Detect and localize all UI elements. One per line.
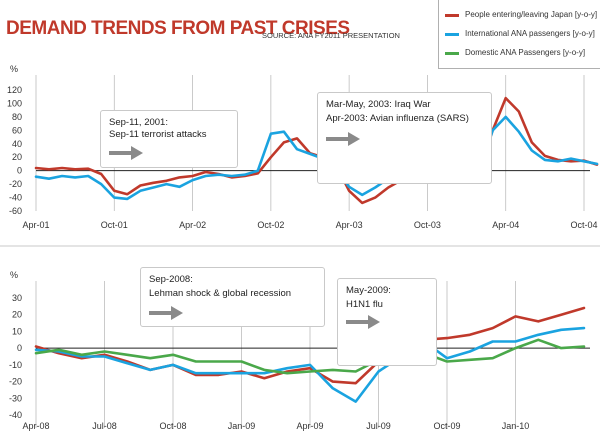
legend-label: People entering/leaving Japan [y-o-y] <box>465 10 598 19</box>
series-line-2 <box>34 326 586 403</box>
y-tick-label: 10 <box>12 326 22 336</box>
y-tick-label: 40 <box>12 139 22 149</box>
arrow-right-icon <box>149 306 183 320</box>
legend-label: Domestic ANA Passengers [y-o-y] <box>465 48 586 57</box>
x-tick-label: Oct-02 <box>257 220 284 230</box>
y-tick-label: -30 <box>9 393 22 403</box>
series-line-3 <box>34 338 586 375</box>
annotation-line: H1N1 flu <box>346 299 383 310</box>
annotation-line: Sep-11 terrorist attacks <box>109 129 207 140</box>
y-tick-label: -60 <box>9 206 22 216</box>
y-tick-label: -20 <box>9 179 22 189</box>
y-tick-label: 80 <box>12 112 22 122</box>
chart-legend: People entering/leaving Japan [y-o-y] In… <box>438 0 600 69</box>
y-tick-label: 0 <box>17 343 22 353</box>
y-tick-label: 20 <box>12 310 22 320</box>
x-tick-label: Oct-08 <box>159 421 186 431</box>
series-line-1 <box>34 306 586 385</box>
annotation-line: May-2009: <box>346 285 391 296</box>
y-tick-label: -20 <box>9 377 22 387</box>
y-tick-label: 60 <box>12 125 22 135</box>
source-note: SOURCE: ANA FY2011 PRESENTATION <box>262 31 400 40</box>
annotation-line: Sep-2008: <box>149 274 193 285</box>
y-tick-label: 120 <box>7 85 22 95</box>
x-tick-label: Apr-08 <box>22 421 49 431</box>
x-tick-label: Oct-03 <box>414 220 441 230</box>
annotation-may-2009: May-2009: H1N1 flu <box>337 278 437 366</box>
y-tick-label: 20 <box>12 152 22 162</box>
y-tick-label: -10 <box>9 360 22 370</box>
arrow-right-icon <box>109 146 143 160</box>
arrow-right-icon <box>326 132 360 146</box>
series-line-2 <box>34 115 599 201</box>
y-axis-label: % <box>10 270 18 280</box>
x-tick-label: Jul-08 <box>92 421 117 431</box>
x-tick-label: Apr-01 <box>22 220 49 230</box>
annotation-line: Lehman shock & global recession <box>149 288 292 299</box>
x-tick-label: Oct-01 <box>101 220 128 230</box>
x-tick-label: Oct-04 <box>570 220 597 230</box>
legend-label: International ANA passengers [y-o-y] <box>465 29 595 38</box>
annotation-line: Sep-11, 2001: <box>109 117 168 128</box>
legend-swatch-red <box>445 14 459 17</box>
y-tick-label: 30 <box>12 293 22 303</box>
x-tick-label: Apr-09 <box>296 421 323 431</box>
annotation-line: Mar-May, 2003: Iraq War <box>326 99 431 110</box>
y-tick-label: -40 <box>9 410 22 420</box>
y-tick-label: -40 <box>9 193 22 203</box>
annotation-sep-2001: Sep-11, 2001: Sep-11 terrorist attacks <box>100 110 238 168</box>
x-tick-label: Jan-09 <box>228 421 256 431</box>
annotation-sep-2008: Sep-2008: Lehman shock & global recessio… <box>140 267 325 327</box>
y-axis-label: % <box>10 64 18 74</box>
annotation-2003: Mar-May, 2003: Iraq War Apr-2003: Avian … <box>317 92 492 184</box>
x-tick-label: Apr-03 <box>336 220 363 230</box>
legend-swatch-blue <box>445 33 459 36</box>
x-tick-label: Jan-10 <box>502 421 530 431</box>
x-tick-label: Jul-09 <box>366 421 391 431</box>
page-title: DEMAND TRENDS FROM PAST CRISES <box>6 18 350 39</box>
x-tick-label: Oct-09 <box>433 421 460 431</box>
y-tick-label: 0 <box>17 166 22 176</box>
chart-1: Apr-01 Oct-01 Apr-02 Oct-02 Apr-03 Oct-03 Apr-… <box>7 64 599 230</box>
arrow-right-icon <box>346 315 380 329</box>
annotation-line: Apr-2003: Avian influenza (SARS) <box>326 113 469 124</box>
y-tick-label: 100 <box>7 98 22 108</box>
legend-swatch-green <box>445 52 459 55</box>
x-tick-label: Apr-02 <box>179 220 206 230</box>
x-tick-label: Apr-04 <box>492 220 519 230</box>
